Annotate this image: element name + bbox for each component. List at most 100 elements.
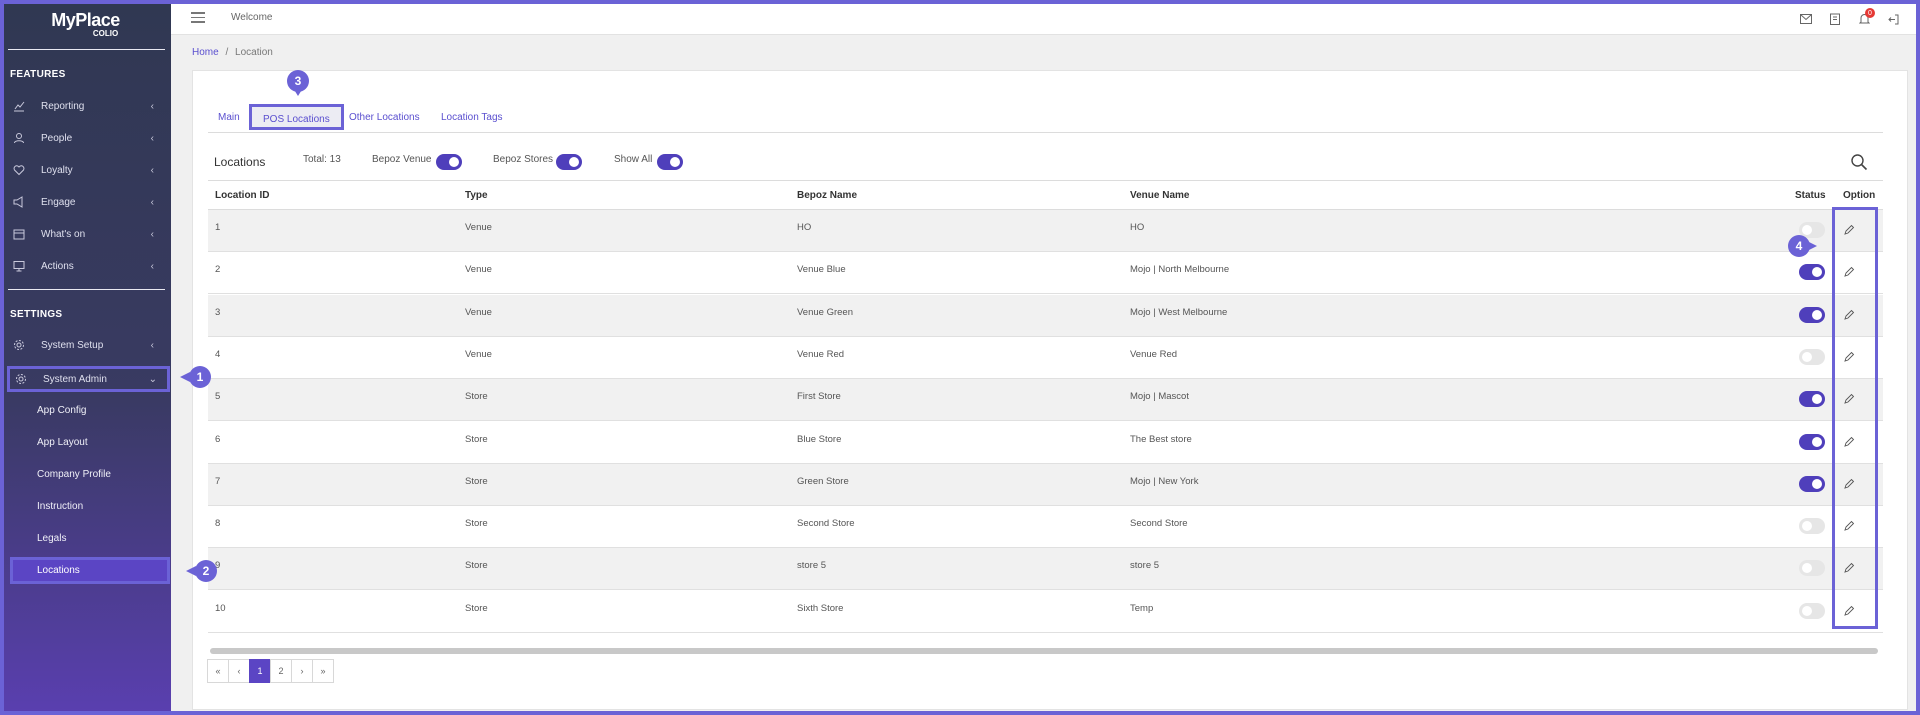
- chevron-left-icon: ‹: [150, 164, 154, 176]
- cell-type: Venue: [465, 306, 492, 318]
- status-toggle[interactable]: [1799, 560, 1825, 577]
- sidebar-sub-app-config[interactable]: App Config: [37, 405, 87, 416]
- bepoz-stores-toggle[interactable]: [556, 154, 582, 170]
- pencil-icon[interactable]: [1843, 224, 1855, 236]
- sidebar: MyPlace COLIO FEATURES Reporting ‹ Peopl…: [0, 0, 171, 715]
- cell-venue: store 5: [1130, 560, 1160, 572]
- status-toggle[interactable]: [1799, 475, 1825, 492]
- pencil-icon[interactable]: [1843, 309, 1855, 321]
- clipboard-icon[interactable]: [1827, 11, 1843, 27]
- total-count: Total: 13: [303, 154, 341, 165]
- sidebar-item-system-setup[interactable]: System Setup ‹: [8, 334, 164, 356]
- status-toggle[interactable]: [1799, 433, 1825, 450]
- status-toggle[interactable]: [1799, 306, 1825, 323]
- col-venue-name[interactable]: Venue Name: [1130, 190, 1190, 201]
- page-last[interactable]: »: [312, 659, 334, 683]
- sidebar-item-people[interactable]: People ‹: [8, 127, 164, 149]
- sidebar-item-label: Reporting: [41, 100, 85, 112]
- status-toggle[interactable]: [1799, 602, 1825, 619]
- tab-other-locations[interactable]: Other Locations: [349, 112, 420, 123]
- cell-id: 1: [215, 222, 221, 233]
- page-1[interactable]: 1: [249, 659, 271, 683]
- pencil-icon[interactable]: [1843, 393, 1855, 405]
- breadcrumb-home[interactable]: Home: [192, 47, 219, 58]
- mail-icon[interactable]: [1798, 11, 1814, 27]
- page-prev[interactable]: ‹: [228, 659, 250, 683]
- status-toggle[interactable]: [1799, 348, 1825, 365]
- sidebar-item-label: Engage: [41, 196, 76, 208]
- breadcrumb-separator: /: [225, 47, 229, 58]
- tab-main[interactable]: Main: [218, 112, 240, 123]
- sidebar-item-whats-on[interactable]: What's on ‹: [8, 223, 164, 245]
- chart-icon: [12, 99, 26, 113]
- table-row: 9 Store store 5 store 5: [208, 548, 1883, 591]
- status-toggle[interactable]: [1799, 222, 1825, 238]
- cell-id: 6: [215, 433, 221, 445]
- show-all-toggle[interactable]: [657, 154, 683, 170]
- breadcrumb: Home / Location: [192, 47, 273, 58]
- sidebar-item-loyalty[interactable]: Loyalty ‹: [8, 159, 164, 181]
- pencil-icon[interactable]: [1843, 266, 1855, 278]
- cell-type: Venue: [465, 348, 492, 360]
- logout-icon[interactable]: [1885, 11, 1901, 27]
- hamburger-icon[interactable]: [191, 12, 205, 24]
- gear-icon: [12, 338, 26, 352]
- cell-id: 4: [215, 348, 221, 360]
- breadcrumb-current: Location: [235, 47, 273, 58]
- status-toggle[interactable]: [1799, 391, 1825, 408]
- pencil-icon[interactable]: [1843, 436, 1855, 448]
- callout-2: 2: [186, 560, 217, 582]
- col-option: Option: [1843, 190, 1876, 201]
- sidebar-item-reporting[interactable]: Reporting ‹: [8, 95, 164, 117]
- chevron-left-icon: ‹: [150, 196, 154, 208]
- welcome-text: Welcome: [231, 12, 273, 23]
- sidebar-item-label: People: [41, 132, 73, 144]
- table-row: 3 Venue Venue Green Mojo | West Melbourne: [208, 294, 1883, 337]
- sidebar-item-label: System Setup: [41, 339, 104, 351]
- sidebar-sub-company-profile[interactable]: Company Profile: [37, 469, 111, 480]
- cell-id: 2: [215, 264, 221, 276]
- pencil-icon[interactable]: [1843, 478, 1855, 490]
- sidebar-item-engage[interactable]: Engage ‹: [8, 191, 164, 213]
- sidebar-sub-instruction[interactable]: Instruction: [37, 501, 84, 512]
- sidebar-item-actions[interactable]: Actions ‹: [8, 255, 164, 277]
- show-all-label: Show All: [614, 154, 653, 165]
- tab-location-tags[interactable]: Location Tags: [441, 112, 503, 123]
- cell-id: 7: [215, 475, 221, 487]
- search-icon[interactable]: [1850, 153, 1868, 171]
- cell-id: 5: [215, 391, 221, 403]
- col-bepoz-name[interactable]: Bepoz Name: [797, 190, 858, 201]
- col-location-id[interactable]: Location ID: [215, 190, 270, 201]
- brand-logo[interactable]: MyPlace COLIO: [0, 10, 171, 38]
- cell-venue: Venue Red: [1130, 348, 1178, 360]
- brand-sub: COLIO: [92, 29, 119, 38]
- monitor-icon: [12, 259, 26, 273]
- page-first[interactable]: «: [207, 659, 229, 683]
- pencil-icon[interactable]: [1843, 520, 1855, 532]
- pencil-icon[interactable]: [1843, 351, 1855, 363]
- cell-bepoz: Venue Red: [797, 348, 845, 360]
- pencil-icon[interactable]: [1843, 605, 1855, 617]
- horizontal-scrollbar[interactable]: [210, 648, 1878, 654]
- tab-pos-locations[interactable]: POS Locations: [249, 104, 344, 130]
- features-heading: FEATURES: [10, 69, 66, 80]
- page-2[interactable]: 2: [270, 659, 292, 683]
- cell-venue: Mojo | West Melbourne: [1130, 306, 1228, 318]
- cell-bepoz: Sixth Store: [797, 602, 844, 614]
- brand-name: MyPlace: [51, 10, 120, 30]
- pencil-icon[interactable]: [1843, 562, 1855, 574]
- user-icon: [12, 131, 26, 145]
- bepoz-venue-toggle[interactable]: [436, 154, 462, 170]
- sidebar-sub-legals[interactable]: Legals: [37, 533, 67, 544]
- sidebar-sub-app-layout[interactable]: App Layout: [37, 437, 88, 448]
- bell-icon[interactable]: 0: [1856, 8, 1875, 27]
- sidebar-sub-locations[interactable]: Locations: [10, 557, 170, 584]
- status-toggle[interactable]: [1799, 518, 1825, 535]
- status-toggle[interactable]: [1799, 264, 1825, 281]
- sidebar-item-label: System Admin: [43, 373, 107, 385]
- col-type[interactable]: Type: [465, 190, 488, 201]
- page-next[interactable]: ›: [291, 659, 313, 683]
- sidebar-item-system-admin[interactable]: System Admin ⌄: [7, 366, 170, 392]
- cell-type: Store: [465, 602, 488, 614]
- table-header: Location ID Type Bepoz Name Venue Name S…: [208, 180, 1883, 210]
